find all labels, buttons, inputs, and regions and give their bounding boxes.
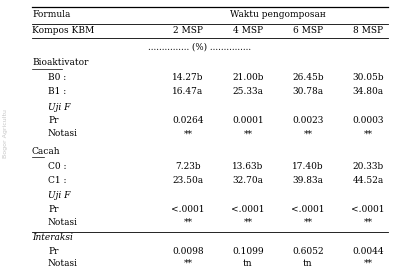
Text: B1 :: B1 : [48, 87, 66, 96]
Text: B0 :: B0 : [48, 73, 66, 82]
Text: 0.1099: 0.1099 [232, 247, 264, 256]
Text: 23.50a: 23.50a [172, 176, 204, 185]
Text: **: ** [244, 129, 252, 139]
Text: Pr: Pr [48, 247, 58, 256]
Text: <.0001: <.0001 [351, 204, 385, 214]
Text: 21.00b: 21.00b [232, 73, 264, 82]
Text: <.0001: <.0001 [291, 204, 325, 214]
Text: Waktu pengomposан: Waktu pengomposан [230, 10, 326, 19]
Text: Pr: Pr [48, 204, 58, 214]
Text: ............... (%) ...............: ............... (%) ............... [148, 42, 252, 51]
Text: <.0001: <.0001 [231, 204, 265, 214]
Text: 0.0264: 0.0264 [172, 116, 204, 125]
Text: Uji F: Uji F [48, 103, 70, 112]
Text: **: ** [364, 218, 372, 227]
Text: tn: tn [303, 259, 313, 268]
Text: 44.52a: 44.52a [352, 176, 384, 185]
Text: 0.6052: 0.6052 [292, 247, 324, 256]
Text: Pr: Pr [48, 116, 58, 125]
Text: **: ** [244, 218, 252, 227]
Text: Notasi: Notasi [48, 129, 78, 139]
Text: **: ** [364, 259, 372, 268]
Text: 14.27b: 14.27b [172, 73, 204, 82]
Text: 39.83a: 39.83a [292, 176, 324, 185]
Text: **: ** [184, 129, 192, 139]
Text: 8 MSP: 8 MSP [353, 26, 383, 35]
Text: 4 MSP: 4 MSP [233, 26, 263, 35]
Text: 7.23b: 7.23b [175, 162, 201, 171]
Text: Notasi: Notasi [48, 218, 78, 227]
Text: 17.40b: 17.40b [292, 162, 324, 171]
Text: 13.63b: 13.63b [232, 162, 264, 171]
Text: Interaksi: Interaksi [32, 233, 73, 242]
Text: 26.45b: 26.45b [292, 73, 324, 82]
Text: 34.80a: 34.80a [352, 87, 384, 96]
Text: 0.0003: 0.0003 [352, 116, 384, 125]
Text: <.0001: <.0001 [171, 204, 205, 214]
Text: 0.0001: 0.0001 [232, 116, 264, 125]
Text: Uji F: Uji F [48, 191, 70, 200]
Text: Cacah: Cacah [32, 147, 61, 156]
Text: Bioaktivator: Bioaktivator [32, 58, 88, 68]
Text: C1 :: C1 : [48, 176, 66, 185]
Text: tn: tn [243, 259, 253, 268]
Text: 6 MSP: 6 MSP [293, 26, 323, 35]
Text: 0.0044: 0.0044 [352, 247, 384, 256]
Text: **: ** [304, 129, 312, 139]
Text: Kompos KBM: Kompos KBM [32, 26, 94, 35]
Text: 25.33a: 25.33a [232, 87, 264, 96]
Text: 20.33b: 20.33b [352, 162, 384, 171]
Text: **: ** [364, 129, 372, 139]
Text: 30.78a: 30.78a [292, 87, 324, 96]
Text: 30.05b: 30.05b [352, 73, 384, 82]
Text: C0 :: C0 : [48, 162, 66, 171]
Text: **: ** [184, 259, 192, 268]
Text: 2 MSP: 2 MSP [173, 26, 203, 35]
Text: 0.0023: 0.0023 [292, 116, 324, 125]
Text: 32.70a: 32.70a [232, 176, 264, 185]
Text: **: ** [184, 218, 192, 227]
Text: Bogor Agricultu: Bogor Agricultu [4, 110, 8, 158]
Text: **: ** [304, 218, 312, 227]
Text: 0.0098: 0.0098 [172, 247, 204, 256]
Text: 16.47a: 16.47a [172, 87, 204, 96]
Text: Formula: Formula [32, 10, 70, 19]
Text: Notasi: Notasi [48, 259, 78, 268]
